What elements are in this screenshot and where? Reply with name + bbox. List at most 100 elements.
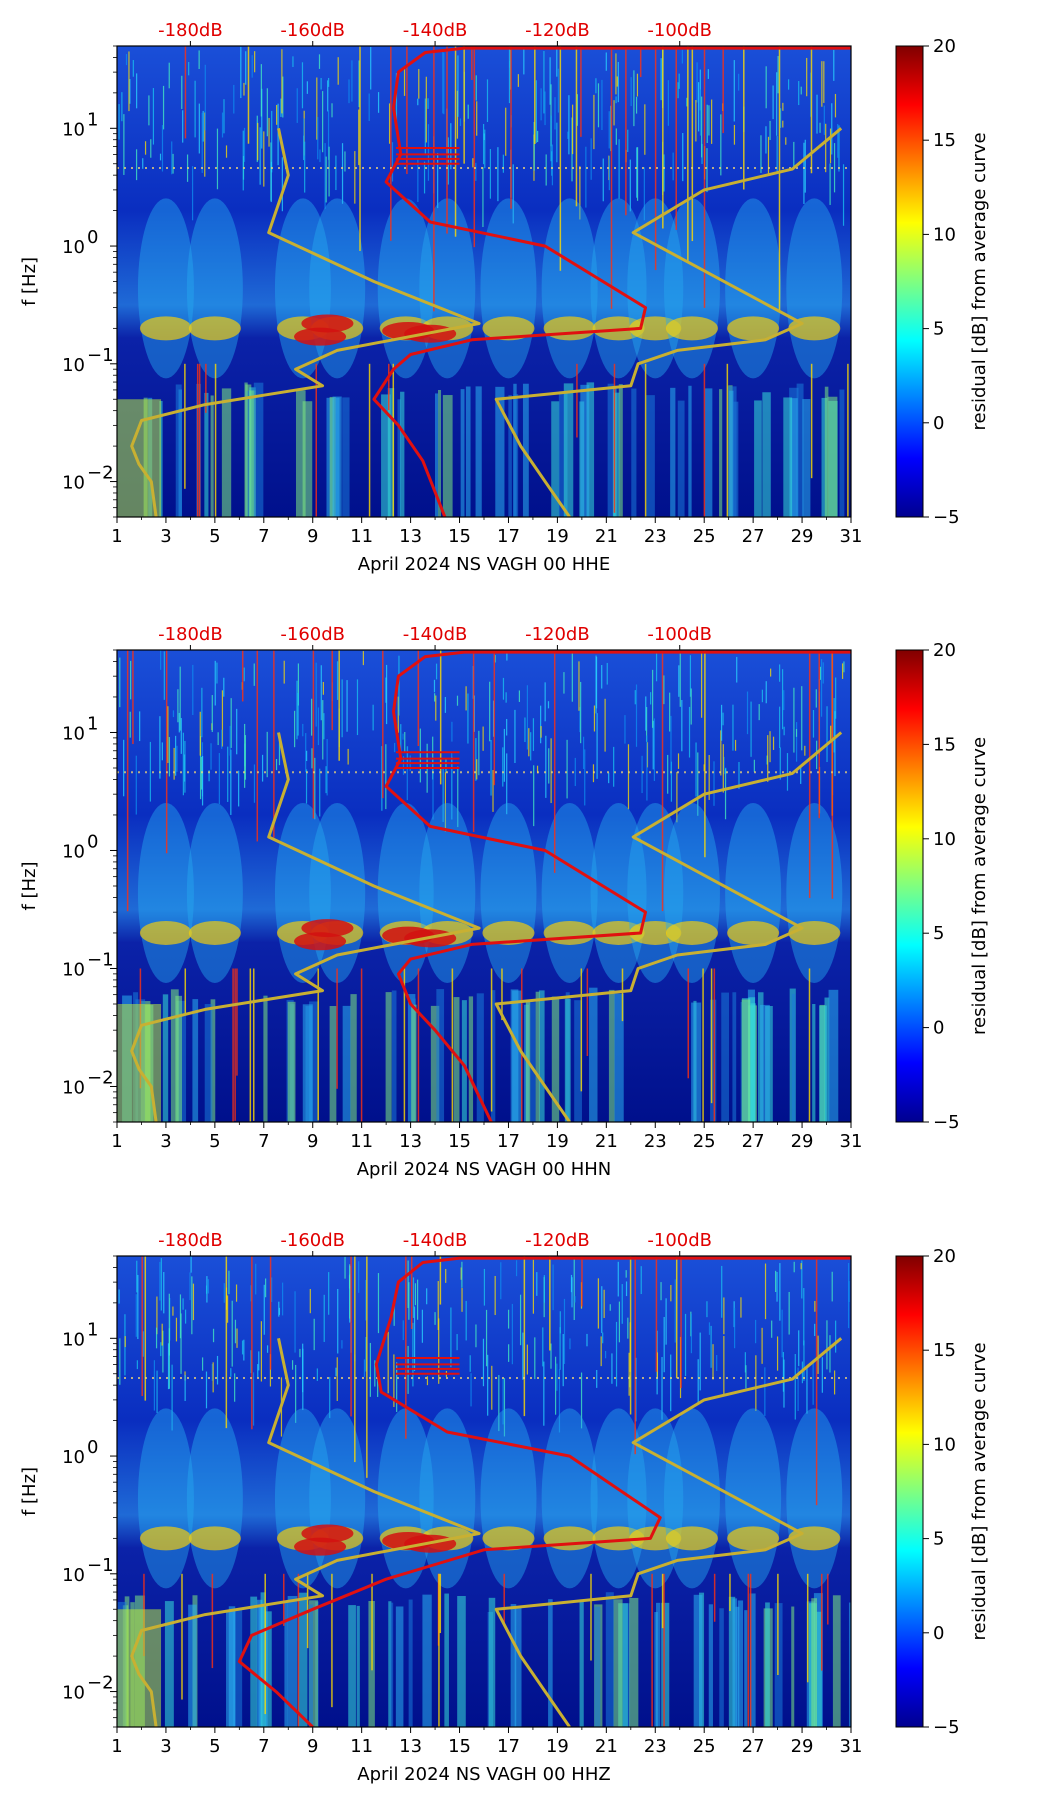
noise-streak xyxy=(207,1279,210,1294)
noise-streak xyxy=(435,695,437,721)
colorbar-tick-label: 15 xyxy=(933,1340,956,1361)
noise-streak xyxy=(162,85,165,130)
lowfreq-bar xyxy=(791,1606,795,1727)
noise-streak xyxy=(318,54,321,69)
noise-streak xyxy=(580,681,582,744)
transient-spike xyxy=(392,363,395,517)
transient-spike xyxy=(410,1256,413,1330)
noise-streak xyxy=(168,62,170,89)
noise-streak xyxy=(136,1360,138,1370)
transient-spike xyxy=(523,1256,526,1417)
x-tick-label: 7 xyxy=(258,1131,269,1152)
noise-streak xyxy=(492,770,494,812)
transient-spike xyxy=(559,46,562,271)
noise-streak xyxy=(424,98,426,154)
noise-streak xyxy=(442,49,444,114)
lowfreq-bar xyxy=(253,382,264,517)
noise-streak xyxy=(522,1332,524,1380)
microseism-core xyxy=(188,316,241,341)
noise-streak xyxy=(150,139,152,158)
noise-model-curve-1 xyxy=(130,127,481,517)
noise-streak xyxy=(457,766,459,828)
noise-streak xyxy=(426,1288,428,1305)
noise-streak xyxy=(302,723,304,737)
noise-streak xyxy=(772,85,774,120)
noise-streak xyxy=(688,706,691,758)
noise-streak xyxy=(608,111,610,149)
noise-streak xyxy=(602,158,604,202)
noise-streak xyxy=(269,1354,272,1387)
transient-spike xyxy=(405,1256,407,1439)
transient-spike xyxy=(232,968,234,1122)
noise-streak xyxy=(584,749,586,806)
noise-streak xyxy=(271,1277,273,1302)
noise-streak xyxy=(503,1378,506,1437)
lowfreq-bar xyxy=(249,390,256,517)
noise-streak xyxy=(801,686,803,751)
x-axis-label: April 2024 NS VAGH 00 HHZ xyxy=(357,1764,610,1785)
noise-streak xyxy=(540,726,542,738)
transient-spike xyxy=(663,1573,665,1727)
noise-streak xyxy=(630,77,632,107)
noise-streak xyxy=(615,53,617,95)
top-axis-db-label: -180dB xyxy=(158,624,223,645)
noise-streak xyxy=(194,80,196,138)
noise-streak xyxy=(605,52,607,71)
noise-streak xyxy=(317,707,320,746)
noise-streak xyxy=(123,114,125,175)
noise-streak xyxy=(489,149,491,199)
noise-streak xyxy=(697,1359,699,1405)
noise-streak xyxy=(135,149,138,181)
noise-streak xyxy=(800,1263,802,1270)
noise-streak xyxy=(738,761,740,789)
lowfreq-bar xyxy=(737,1600,744,1727)
noise-streak xyxy=(316,77,318,140)
noise-streak xyxy=(549,57,551,105)
noise-streak xyxy=(253,663,255,686)
noise-streak xyxy=(780,108,782,128)
noise-streak xyxy=(518,690,521,702)
noise-streak xyxy=(311,698,313,736)
noise-streak xyxy=(502,154,504,173)
x-tick-label: 1 xyxy=(111,1131,122,1152)
lowfreq-bar xyxy=(618,384,623,517)
transient-spike xyxy=(810,363,813,479)
lowfreq-bar xyxy=(308,1600,318,1727)
top-axis-db-label: -120dB xyxy=(525,1230,590,1251)
lowfreq-bar xyxy=(744,1610,748,1727)
microseism-core xyxy=(139,1526,192,1551)
transient-spike xyxy=(687,968,690,1079)
lowfreq-bar xyxy=(760,1004,770,1122)
noise-streak xyxy=(212,1328,215,1343)
noise-streak xyxy=(119,1338,121,1385)
transient-spike xyxy=(371,1573,373,1671)
noise-streak xyxy=(676,772,678,823)
x-tick-label: 23 xyxy=(644,1131,667,1152)
noise-streak xyxy=(526,1344,528,1375)
noise-streak xyxy=(221,690,224,747)
noise-streak xyxy=(579,707,581,733)
noise-streak xyxy=(442,768,444,822)
noise-streak xyxy=(402,756,405,775)
noise-streak xyxy=(435,663,438,680)
microseism-plume xyxy=(725,1408,782,1589)
noise-streak xyxy=(563,672,565,694)
x-axis-label: April 2024 NS VAGH 00 HHE xyxy=(358,554,610,575)
transient-spike xyxy=(249,968,252,1122)
colorbar xyxy=(895,45,924,518)
microseism-core xyxy=(139,920,192,945)
transient-spike xyxy=(439,650,442,785)
lowfreq-bar xyxy=(579,1600,584,1727)
noise-streak xyxy=(645,696,647,731)
transient-spike xyxy=(586,968,589,1056)
noise-streak xyxy=(821,61,823,107)
microseism-core xyxy=(727,920,780,945)
noise-streak xyxy=(229,725,231,756)
noise-streak xyxy=(296,88,298,123)
lowfreq-bar xyxy=(204,392,209,517)
lowfreq-bar xyxy=(802,399,811,517)
noise-streak xyxy=(697,752,699,816)
noise-streak xyxy=(136,73,138,109)
top-axis-db-label: -140dB xyxy=(403,624,468,645)
y-tick-exponent: −1 xyxy=(87,345,114,366)
